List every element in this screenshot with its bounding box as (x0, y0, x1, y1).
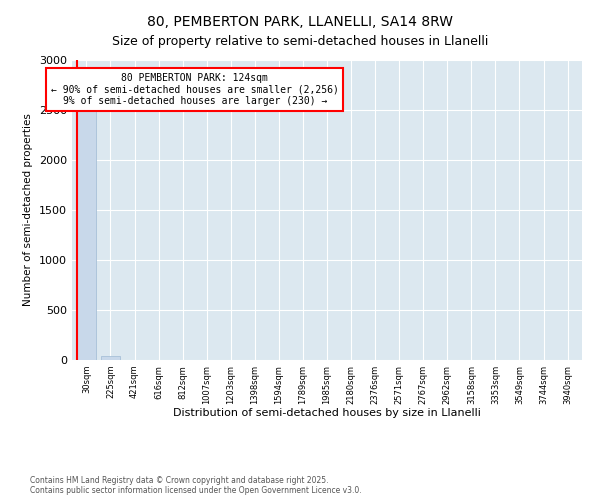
Text: 80 PEMBERTON PARK: 124sqm
← 90% of semi-detached houses are smaller (2,256)
9% o: 80 PEMBERTON PARK: 124sqm ← 90% of semi-… (51, 73, 338, 106)
X-axis label: Distribution of semi-detached houses by size in Llanelli: Distribution of semi-detached houses by … (173, 408, 481, 418)
Text: Size of property relative to semi-detached houses in Llanelli: Size of property relative to semi-detach… (112, 35, 488, 48)
Bar (101, 356, 120, 360)
Text: Contains HM Land Registry data © Crown copyright and database right 2025.
Contai: Contains HM Land Registry data © Crown c… (30, 476, 362, 495)
Y-axis label: Number of semi-detached properties: Number of semi-detached properties (23, 114, 34, 306)
Text: 80, PEMBERTON PARK, LLANELLI, SA14 8RW: 80, PEMBERTON PARK, LLANELLI, SA14 8RW (147, 15, 453, 29)
Bar (77, 112, 96, 360)
